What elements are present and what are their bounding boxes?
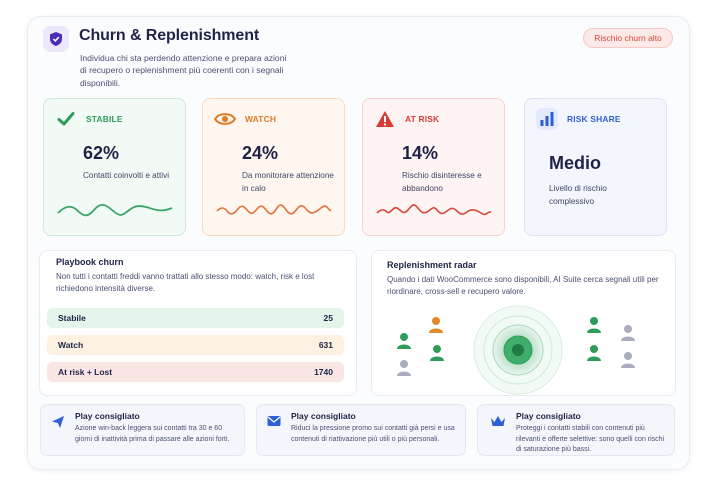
- shield-icon: [43, 26, 69, 52]
- play-text: Proteggi i contatti stabili con contenut…: [516, 425, 665, 454]
- play-text: Riduci la pressione promo sui contatti g…: [291, 425, 455, 443]
- page-subtitle: Individua chi sta perdendo attenzione e …: [80, 53, 287, 88]
- person-icon: [397, 360, 411, 376]
- kpi-label: AT RISK: [405, 114, 440, 124]
- kpi-card-risk-share[interactable]: RISK SHARE Medio Livello di rischio comp…: [524, 98, 667, 236]
- play-title: Play consigliato: [75, 411, 140, 421]
- kpi-card-stabile[interactable]: STABILE 62% Contatti coinvolti e attivi: [43, 98, 186, 236]
- radar-text: Quando i dati WooCommerce sono disponibi…: [387, 275, 659, 297]
- play-title: Play consigliato: [516, 411, 581, 421]
- playbook-row-stabile[interactable]: Stabile 25: [47, 308, 344, 328]
- status-badge[interactable]: Rischio churn alto: [583, 28, 673, 48]
- kpi-value: 24%: [242, 143, 279, 163]
- sparkline: [376, 204, 492, 216]
- eye-icon: [214, 108, 236, 130]
- person-icon: [429, 317, 443, 333]
- row-value: 25: [323, 313, 333, 323]
- person-icon: [587, 317, 601, 333]
- row-label: Watch: [58, 340, 84, 350]
- kpi-card-at-risk[interactable]: AT RISK 14% Rischio disinteresse e abban…: [362, 98, 505, 236]
- kpi-description: Contatti coinvolti e attivi: [83, 171, 170, 180]
- play-card-1[interactable]: Play consigliato Azione win-back leggera…: [40, 404, 245, 456]
- sparkline: [57, 203, 173, 217]
- person-icon: [621, 352, 635, 368]
- kpi-description: Da monitorare attenzione in calo: [242, 171, 334, 193]
- kpi-label: RISK SHARE: [567, 114, 621, 124]
- bar-chart-icon: [536, 108, 558, 130]
- play-card-3[interactable]: Play consigliato Proteggi i contatti sta…: [477, 404, 675, 456]
- warning-icon: [374, 108, 396, 130]
- person-icon: [397, 333, 411, 349]
- person-icon: [621, 325, 635, 341]
- send-icon: [52, 416, 64, 428]
- kpi-value: Medio: [549, 153, 601, 173]
- kpi-label: STABILE: [86, 114, 123, 124]
- play-text: Azione win-back leggera sui contatti tra…: [75, 425, 230, 443]
- kpi-label: WATCH: [245, 114, 277, 124]
- person-icon: [430, 345, 444, 361]
- row-value: 1740: [314, 367, 333, 377]
- play-title: Play consigliato: [291, 411, 356, 421]
- row-label: At risk + Lost: [58, 367, 113, 377]
- person-icon: [587, 345, 601, 361]
- kpi-description: Livello di rischio complessivo: [549, 184, 607, 206]
- crown-icon: [491, 416, 505, 426]
- playbook-text: Non tutti i contatti freddi vanno tratta…: [56, 272, 315, 294]
- play-card-2[interactable]: Play consigliato Riduci la pressione pro…: [256, 404, 466, 456]
- kpi-value: 62%: [83, 143, 120, 163]
- kpi-card-watch[interactable]: WATCH 24% Da monitorare attenzione in ca…: [202, 98, 345, 236]
- row-label: Stabile: [58, 313, 86, 323]
- row-value: 631: [318, 340, 333, 350]
- radar-graphic: [473, 305, 563, 395]
- playbook-row-at-risk-lost[interactable]: At risk + Lost 1740: [47, 362, 344, 382]
- playbook-title: Playbook churn: [56, 257, 124, 267]
- sparkline: [216, 204, 332, 215]
- mail-icon: [267, 416, 281, 426]
- playbook-row-watch[interactable]: Watch 631: [47, 335, 344, 355]
- radar-title: Replenishment radar: [387, 260, 477, 270]
- check-icon: [55, 108, 77, 130]
- kpi-description: Rischio disinteresse e abbandono: [402, 171, 482, 193]
- page-title: Churn & Replenishment: [79, 27, 260, 44]
- kpi-value: 14%: [402, 143, 439, 163]
